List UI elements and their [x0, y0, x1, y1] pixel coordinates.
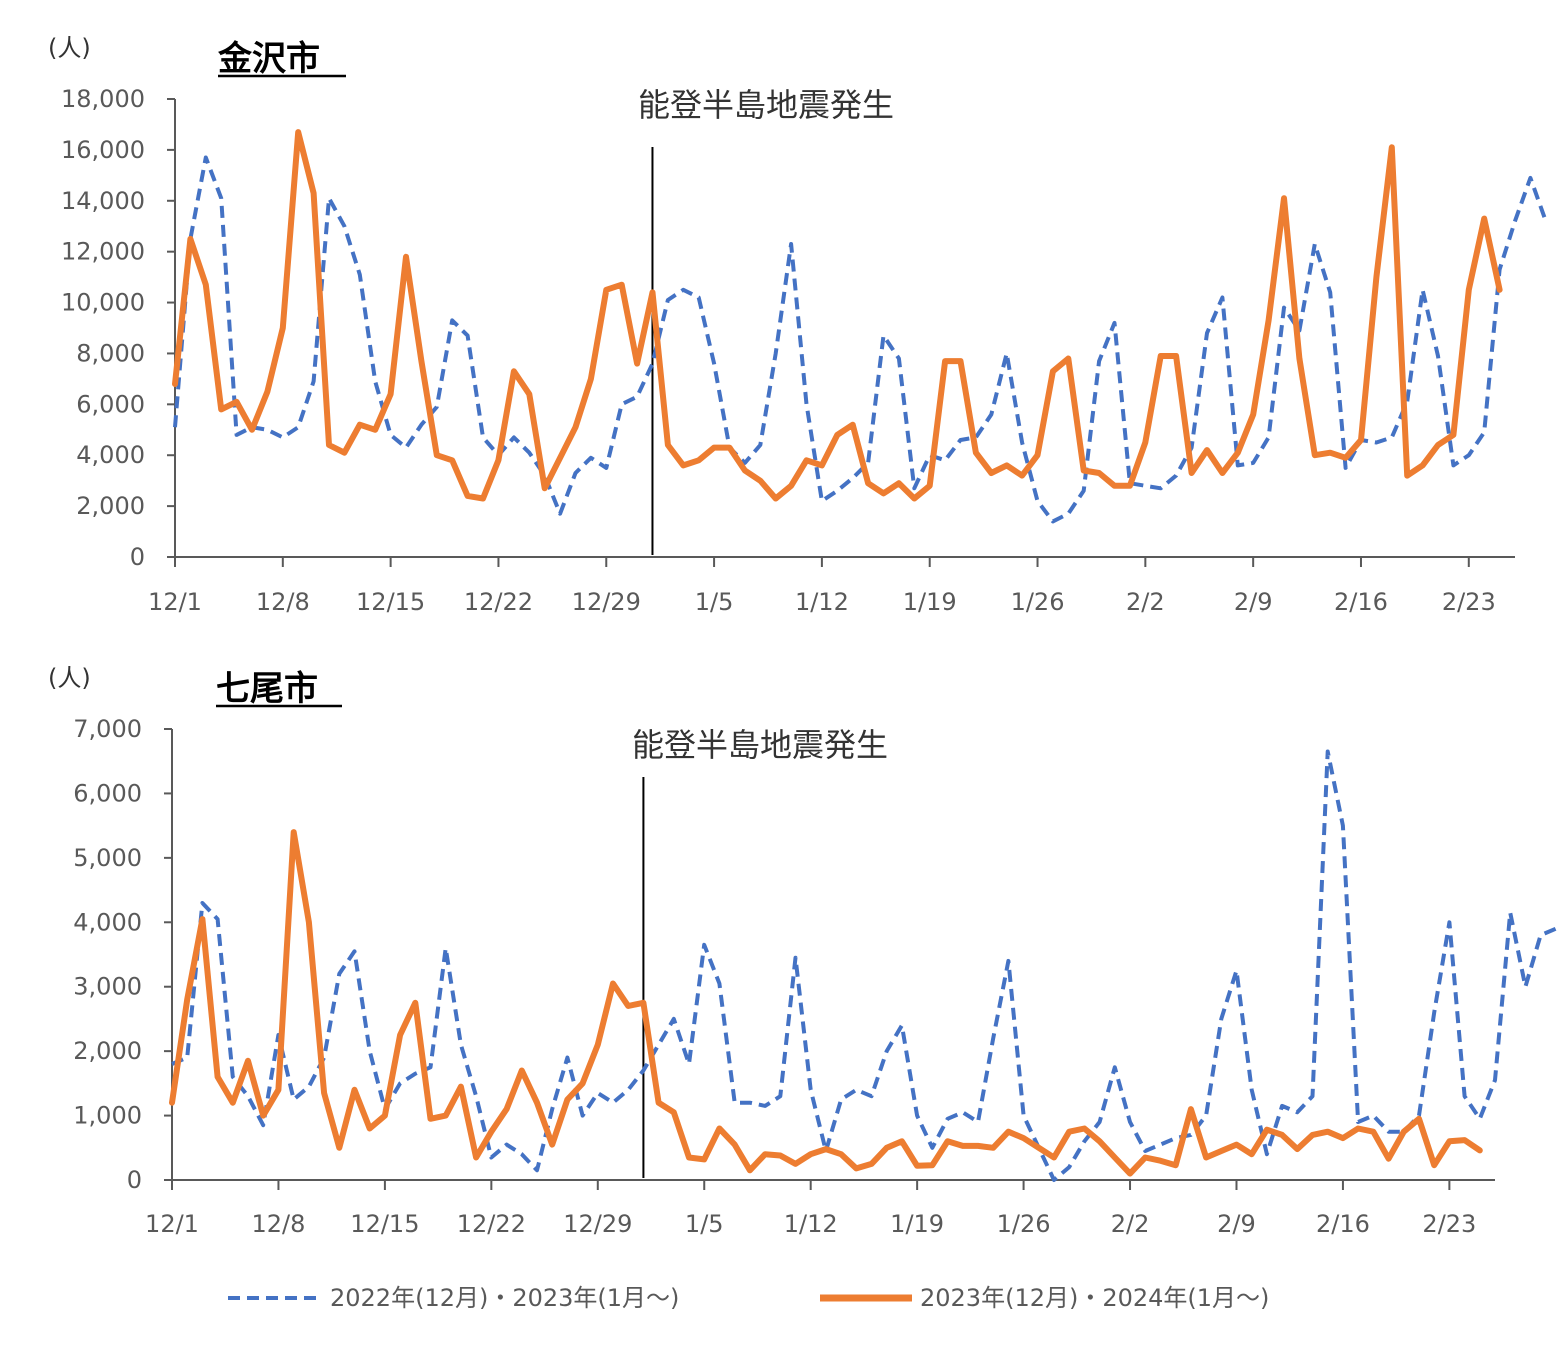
x-tick-label: 1/5: [685, 1210, 724, 1238]
y-tick-label: 12,000: [61, 238, 145, 266]
x-tick-label: 1/5: [695, 588, 734, 616]
y-tick-label: 18,000: [61, 85, 145, 113]
chart2-annotation: 能登半島地震発生: [632, 726, 888, 764]
chart1-unit-label: (人): [48, 34, 91, 62]
x-tick-label: 2/9: [1234, 588, 1273, 616]
x-tick-label: 12/8: [256, 588, 310, 616]
y-tick-label: 3,000: [73, 973, 142, 1001]
x-tick-label: 1/19: [890, 1210, 944, 1238]
y-tick-label: 6,000: [76, 390, 145, 418]
series-line-2022: [171, 749, 1557, 1182]
x-tick-label: 2/23: [1442, 588, 1496, 616]
x-tick-label: 12/15: [356, 588, 425, 616]
chart1-annotation: 能登半島地震発生: [638, 86, 894, 124]
x-tick-label: 2/23: [1422, 1210, 1476, 1238]
x-tick-label: 12/1: [148, 588, 202, 616]
chart2-unit-label: (人): [48, 664, 91, 692]
x-tick-label: 12/22: [464, 588, 533, 616]
y-tick-label: 6,000: [73, 779, 142, 807]
y-tick-label: 5,000: [73, 844, 142, 872]
x-tick-label: 2/16: [1316, 1210, 1370, 1238]
x-tick-label: 1/12: [784, 1210, 838, 1238]
y-tick-label: 2,000: [76, 492, 145, 520]
y-tick-label: 4,000: [73, 908, 142, 936]
x-tick-label: 1/26: [997, 1210, 1051, 1238]
y-tick-label: 14,000: [61, 187, 145, 215]
x-tick-label: 12/29: [563, 1210, 632, 1238]
y-tick-label: 0: [130, 543, 145, 571]
x-tick-label: 2/9: [1217, 1210, 1256, 1238]
series-line-2023: [172, 129, 1503, 502]
x-tick-label: 2/2: [1126, 588, 1165, 616]
x-tick-label: 12/29: [572, 588, 641, 616]
legend-label-2023: 2023年(12月)・2024年(1月～): [920, 1284, 1269, 1312]
y-tick-label: 0: [127, 1166, 142, 1194]
x-tick-label: 12/1: [145, 1210, 199, 1238]
legend-label-2022: 2022年(12月)・2023年(1月～): [330, 1284, 679, 1312]
y-tick-label: 10,000: [61, 289, 145, 317]
series-line-2023: [169, 829, 1483, 1177]
y-tick-label: 8,000: [76, 339, 145, 367]
x-tick-label: 2/2: [1111, 1210, 1150, 1238]
x-tick-label: 12/22: [457, 1210, 526, 1238]
chart1-title: 金沢市: [217, 39, 320, 79]
y-tick-label: 7,000: [73, 715, 142, 743]
chart2-title: 七尾市: [216, 669, 318, 709]
y-tick-label: 16,000: [61, 136, 145, 164]
x-tick-label: 1/19: [903, 588, 957, 616]
legend: 2022年(12月)・2023年(1月～) 2023年(12月)・2024年(1…: [228, 1284, 1269, 1312]
x-tick-label: 12/15: [350, 1210, 419, 1238]
x-tick-label: 12/8: [251, 1210, 305, 1238]
x-tick-label: 1/26: [1011, 588, 1065, 616]
series-line-2022: [173, 155, 1548, 524]
y-tick-label: 2,000: [73, 1037, 142, 1065]
x-tick-label: 2/16: [1334, 588, 1388, 616]
x-tick-label: 1/12: [795, 588, 849, 616]
y-tick-label: 4,000: [76, 441, 145, 469]
y-tick-label: 1,000: [73, 1102, 142, 1130]
